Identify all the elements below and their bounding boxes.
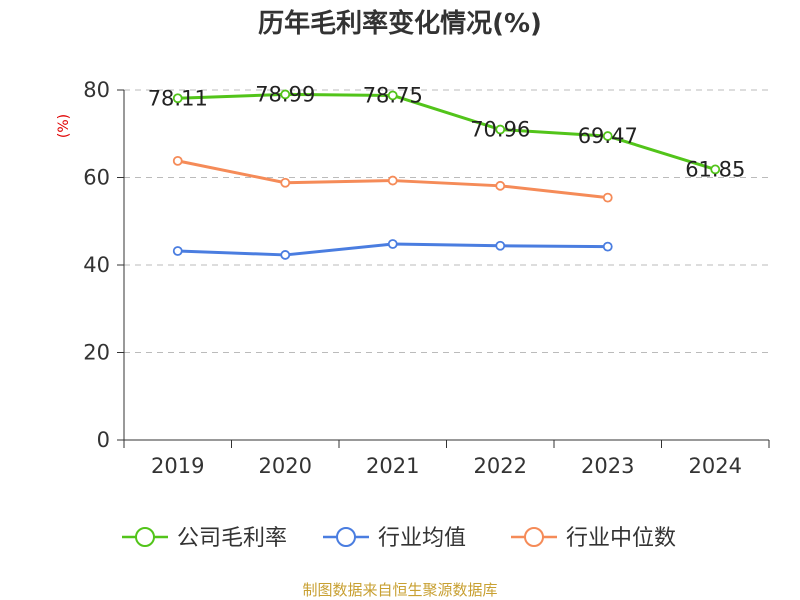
y-tick-label: 20 [83, 341, 110, 365]
data-label: 78.75 [363, 83, 423, 107]
x-tick-label: 2024 [689, 454, 742, 478]
axes: 0 20 40 60 80 2019 2020 2021 2022 2023 2024 [83, 78, 770, 478]
y-tick-label: 60 [83, 166, 110, 190]
data-point [172, 246, 183, 256]
legend-swatch-marker [135, 527, 155, 547]
y-tick-label: 0 [97, 428, 110, 452]
x-tick-label: 2020 [259, 454, 312, 478]
y-tick-label: 80 [83, 78, 110, 102]
data-label: 78.11 [148, 86, 208, 110]
data-point [710, 164, 721, 175]
data-point [495, 124, 506, 135]
legend-label: 行业均值 [378, 526, 466, 551]
data-point [172, 155, 183, 166]
x-tick-label: 2019 [151, 454, 204, 478]
legend-item: 行业均值 [323, 526, 466, 551]
data-point [602, 192, 613, 203]
gridlines [124, 89, 769, 353]
legend-item: 公司毛利率 [122, 526, 287, 551]
data-point [602, 241, 613, 252]
data-label: 78.99 [255, 82, 315, 106]
series-line-0 [177, 92, 716, 171]
data-labels: 78.11 78.99 78.75 70.96 69.47 61.85 [148, 82, 746, 181]
data-label: 61.85 [685, 157, 745, 181]
data-point [172, 93, 183, 104]
data-point [387, 239, 398, 249]
data-point [495, 180, 506, 191]
data-point [602, 131, 613, 141]
data-point [495, 240, 506, 251]
data-label: 69.47 [578, 124, 638, 148]
x-tick-label: 2021 [366, 454, 419, 478]
legend-label: 行业中位数 [566, 526, 676, 551]
legend-swatch-marker [336, 527, 356, 547]
data-point [387, 90, 398, 101]
legend: 公司毛利率 行业均值 行业中位数 [122, 526, 676, 551]
x-tick-label: 2022 [474, 454, 527, 478]
data-point [280, 177, 291, 188]
legend-label: 公司毛利率 [177, 526, 287, 551]
y-axis-label: (%) [56, 114, 72, 138]
data-point [280, 250, 291, 260]
y-tick-label: 40 [83, 253, 110, 277]
data-label: 70.96 [470, 118, 530, 142]
x-tick-label: 2023 [581, 454, 634, 478]
data-point [387, 175, 398, 186]
legend-swatch-marker [524, 527, 544, 547]
source-note: 制图数据来自恒生聚源数据库 [302, 581, 497, 599]
series-lines [172, 89, 721, 260]
legend-item: 行业中位数 [511, 526, 676, 551]
chart-title: 历年毛利率变化情况(%) [258, 8, 542, 39]
data-point [280, 89, 291, 100]
